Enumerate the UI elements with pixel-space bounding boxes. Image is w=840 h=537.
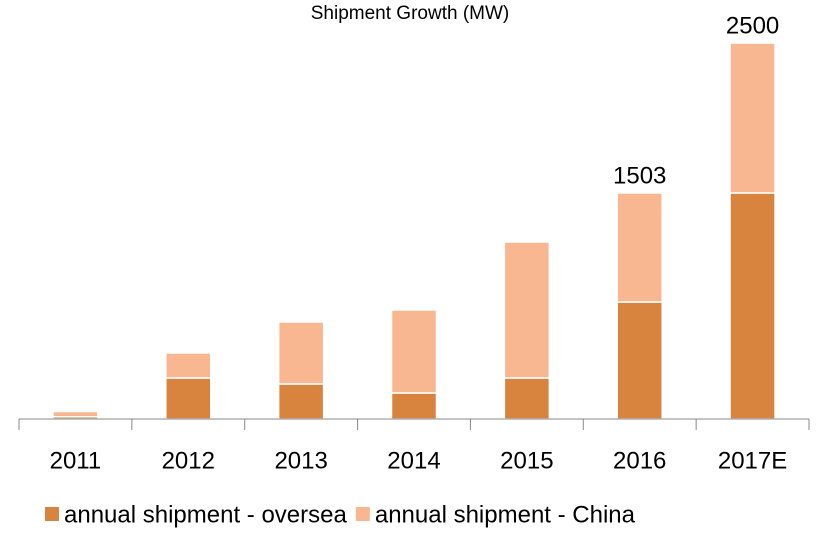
bar-segment [616, 301, 663, 420]
legend-label: annual shipment - China [375, 501, 636, 528]
total-label: 2500 [726, 12, 779, 39]
bar-segment [503, 241, 551, 379]
bar-segment [165, 352, 212, 379]
bar-segment [277, 321, 325, 385]
legend-label: annual shipment - oversea [64, 501, 347, 528]
x-tick-label: 2015 [500, 447, 553, 474]
legend-swatch [45, 507, 59, 521]
bar-segment [390, 309, 438, 394]
x-tick-label: 2014 [387, 447, 440, 474]
bar-segment [729, 42, 776, 194]
total-label: 1503 [613, 162, 666, 189]
bar-segment [52, 410, 99, 418]
x-tick-label: 2012 [162, 447, 215, 474]
legend-swatch [355, 507, 370, 521]
x-tick-label: 2017E [718, 447, 787, 474]
bar-segment [503, 377, 551, 420]
x-tick-label: 2011 [50, 447, 102, 474]
bar-segment [390, 392, 438, 420]
bar-segment [729, 192, 776, 420]
bar-segment [277, 383, 325, 420]
chart-title: Shipment Growth (MW) [311, 3, 509, 24]
x-tick-label: 2013 [274, 447, 327, 474]
x-tick-label: 2016 [613, 447, 666, 474]
bar-segment [165, 377, 212, 420]
bar-segment [616, 192, 663, 303]
